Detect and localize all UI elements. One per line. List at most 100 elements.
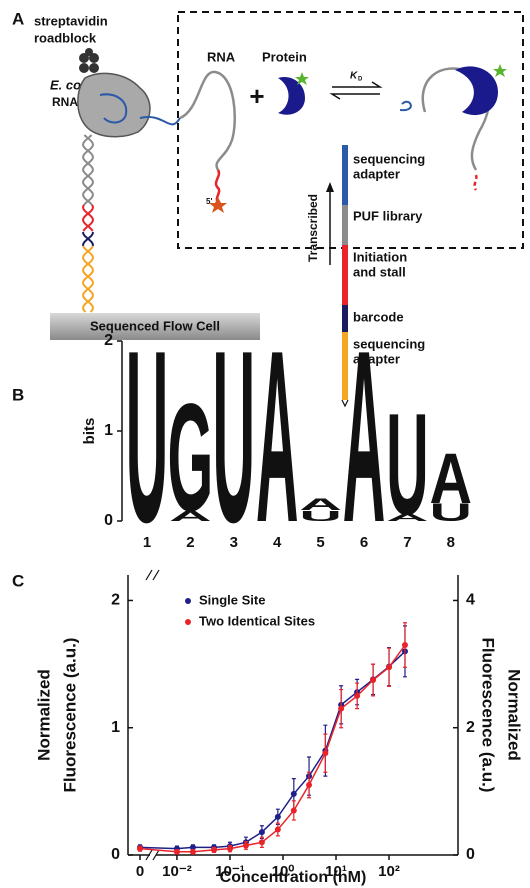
y-axis-label: bits — [81, 418, 98, 445]
data-point — [274, 813, 281, 820]
transcribed-arrowhead — [326, 182, 334, 192]
y-tick-label: 2 — [111, 592, 120, 609]
x-tick-label: 10⁻² — [162, 863, 192, 880]
data-point — [173, 848, 180, 855]
bar-end-arrow — [341, 399, 349, 408]
segment-label: sequencing — [353, 151, 425, 166]
y-tick-label: 0 — [104, 512, 113, 529]
rna-label: RNA — [207, 49, 236, 64]
legend-label: Single Site — [199, 592, 265, 607]
dye-star — [209, 197, 227, 213]
segment-label: adapter — [353, 351, 400, 366]
logo-letter: A — [430, 439, 473, 519]
panel-label: B — [12, 385, 24, 404]
segment-label: PUF library — [353, 208, 423, 223]
segment-label: adapter — [353, 166, 400, 181]
x-tick-label: 10² — [378, 863, 400, 880]
bound-protein — [455, 66, 498, 116]
y2-tick-label: 4 — [466, 592, 475, 609]
data-point — [386, 664, 393, 671]
data-point — [370, 677, 377, 683]
kd-symbol: K — [350, 71, 358, 82]
x-tick-label: 1 — [143, 534, 151, 551]
data-point — [322, 750, 329, 757]
plus-sign: + — [249, 81, 264, 111]
segment-label: Initiation — [353, 249, 407, 264]
data-point — [258, 829, 265, 836]
segment-label: sequencing — [353, 336, 425, 351]
data-point — [306, 782, 313, 788]
logo-letter: U — [213, 300, 256, 574]
legend-marker — [185, 619, 191, 625]
x-tick-label: 5 — [316, 534, 324, 551]
y-axis-label: Normalized — [34, 669, 53, 761]
x-tick-label: 10⁰ — [272, 863, 295, 880]
flow-cell-label: Sequenced Flow Cell — [90, 318, 220, 333]
x-tick-label: 0 — [136, 863, 144, 880]
data-point — [211, 846, 218, 853]
legend-marker — [185, 598, 191, 604]
transcribed-label: Transcribed — [306, 194, 320, 262]
rnap — [77, 72, 151, 138]
logo-letter: A — [256, 300, 299, 574]
data-point — [189, 844, 196, 851]
roadblock-label: roadblock — [34, 30, 97, 45]
logo-letter: U — [126, 300, 169, 574]
protein — [278, 76, 305, 115]
x-tick-label: 2 — [186, 534, 194, 551]
x-tick-label: 10¹ — [325, 863, 347, 880]
construct-segment — [342, 145, 348, 205]
logo-letter: A — [169, 508, 212, 525]
x-axis-label: Concentration (nM) — [220, 869, 367, 886]
forward-arrow — [332, 81, 383, 88]
logo-letter: U — [430, 498, 473, 526]
series-line — [139, 644, 406, 853]
panel-label: C — [12, 571, 24, 590]
y-tick-label: 2 — [104, 332, 113, 349]
data-point — [290, 807, 297, 814]
roadblock-label: streptavidin — [34, 13, 108, 28]
logo-letter: A — [299, 496, 342, 514]
kd-subscript: D — [358, 77, 363, 83]
axis-break — [145, 569, 160, 581]
dna-strand — [81, 245, 95, 313]
construct-segment — [342, 205, 348, 245]
x-tick-label: 4 — [273, 534, 282, 551]
dna-strand — [81, 134, 95, 206]
logo-letter: G — [167, 372, 213, 544]
data-point — [226, 845, 233, 852]
data-point — [242, 842, 249, 849]
data-point — [401, 642, 408, 648]
dna-strand — [81, 204, 94, 232]
x-tick-label: 10⁻¹ — [215, 863, 245, 880]
data-point — [274, 826, 281, 833]
rna — [179, 70, 237, 171]
panel-label: A — [12, 9, 24, 28]
segment-label: and stall — [353, 264, 406, 279]
construct-segment — [342, 245, 348, 305]
legend-label: Two Identical Sites — [199, 613, 315, 628]
data-point — [338, 705, 345, 712]
axis-break — [145, 849, 160, 861]
protein-label: Protein — [262, 49, 307, 64]
logo-letter: A — [343, 300, 386, 574]
y-tick-label: 1 — [104, 422, 113, 439]
y-tick-label: 1 — [111, 719, 120, 736]
protein-star — [295, 72, 309, 85]
data-point — [354, 692, 361, 699]
logo-letter: A — [386, 512, 429, 523]
data-point — [258, 839, 265, 846]
x-tick-label: 3 — [230, 534, 238, 551]
y2-axis-label: Fluorescence (a.u.) — [479, 638, 498, 793]
data-point — [137, 845, 143, 852]
streptavidin — [79, 48, 99, 73]
dna-helix — [81, 134, 95, 313]
segment-label: barcode — [353, 309, 404, 324]
y-axis-label: Fluorescence (a.u.) — [60, 638, 79, 793]
binding-panel: C 0 10⁻² 10⁻¹ 10⁰ 10¹ 10² 0 1 2 0 2 4 Concentration (… — [12, 569, 524, 886]
logo-letter: U — [299, 508, 342, 525]
rna-exit — [139, 115, 181, 126]
y-tick-label: 0 — [111, 846, 120, 863]
reverse-arrow — [329, 93, 380, 100]
